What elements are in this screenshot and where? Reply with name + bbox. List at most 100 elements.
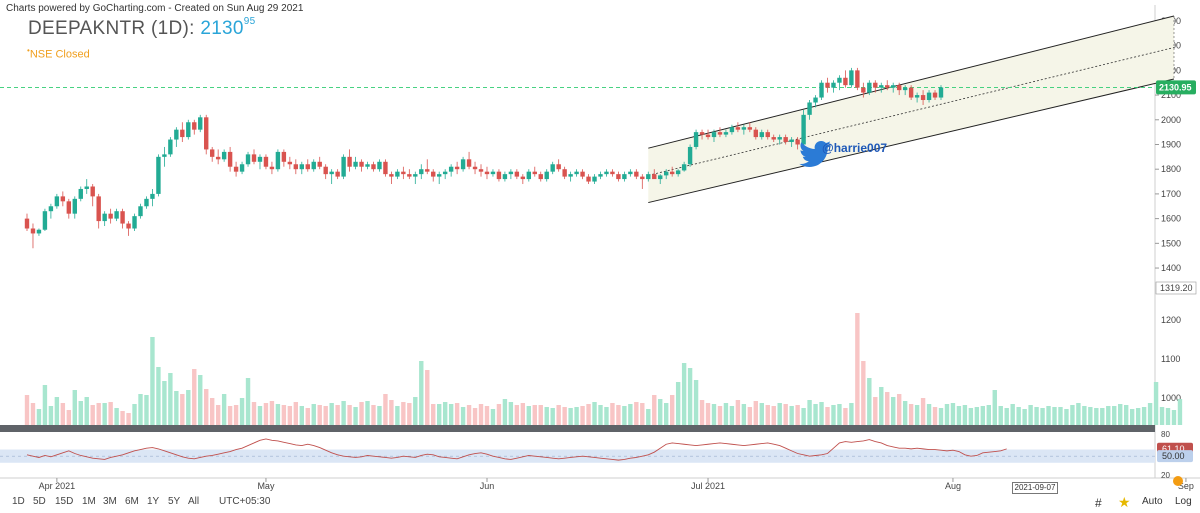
- volume-bar: [180, 394, 185, 425]
- timeframe-3m[interactable]: 3M: [103, 496, 117, 507]
- candle-body: [777, 137, 782, 140]
- candle-body: [281, 151, 287, 162]
- candle-body: [652, 174, 657, 180]
- volume-bar: [526, 406, 532, 425]
- candle-body: [490, 171, 496, 175]
- candle-body: [215, 156, 221, 160]
- candle-body: [436, 174, 442, 177]
- volume-bar: [1141, 407, 1147, 425]
- volume-bar: [1064, 409, 1069, 425]
- candle-body: [144, 198, 149, 207]
- candle-body: [699, 132, 705, 135]
- candle-body: [251, 154, 257, 162]
- candle-body: [598, 174, 603, 177]
- status-dot-icon: [1173, 476, 1183, 486]
- timeframe-15d[interactable]: 15D: [55, 496, 74, 507]
- volume-bar: [1177, 399, 1183, 425]
- volume-bar: [1153, 382, 1159, 425]
- volume-bar: [1004, 408, 1009, 425]
- candle-body: [873, 82, 878, 88]
- timezone-selector[interactable]: UTC+05:30: [219, 496, 271, 507]
- candle-body: [371, 164, 376, 170]
- volume-bar: [126, 413, 131, 425]
- time-tick-label: Sep: [1178, 481, 1194, 491]
- volume-bar: [699, 400, 705, 425]
- timeframe-6m[interactable]: 6M: [125, 496, 139, 507]
- volume-bar: [962, 405, 968, 425]
- timeframe-1y[interactable]: 1Y: [147, 496, 160, 507]
- timeframe-1m[interactable]: 1M: [82, 496, 96, 507]
- time-axis: Apr 2021 May Jun Jul 2021 Aug Sep: [39, 478, 1194, 491]
- candle-body: [640, 176, 645, 180]
- volume-bar: [980, 406, 986, 425]
- volume-bar: [383, 394, 388, 425]
- candle-body: [705, 134, 711, 138]
- timeframe-5y[interactable]: 5Y: [168, 496, 181, 507]
- volume-bar: [717, 406, 723, 425]
- price-main: 2130: [200, 18, 244, 39]
- price-tick-label: 1700: [1161, 189, 1181, 199]
- candle-body: [687, 146, 693, 165]
- candle-body: [227, 151, 233, 167]
- volume-bar: [968, 408, 974, 425]
- candle-body: [729, 127, 735, 133]
- timeframe-all[interactable]: All: [188, 496, 200, 507]
- volume-bar: [914, 405, 920, 425]
- auto-scale-button[interactable]: Auto: [1142, 496, 1163, 507]
- volume-bar: [317, 405, 322, 425]
- candle-body: [150, 193, 155, 199]
- volume-bar: [448, 404, 454, 425]
- volume-bar: [341, 401, 346, 425]
- watermark-handle: @harrie007: [822, 141, 888, 155]
- timeframe-5d[interactable]: 5D: [33, 496, 46, 507]
- candle-body: [245, 154, 251, 165]
- candle-body: [801, 114, 806, 145]
- volume-bar: [544, 407, 549, 425]
- volume-bar: [281, 405, 287, 425]
- candle-body: [484, 171, 490, 175]
- grid-icon[interactable]: #: [1095, 496, 1102, 510]
- chart-canvas[interactable]: 1400150016001700180019002000210022002300…: [0, 0, 1200, 493]
- volume-bar: [849, 403, 854, 425]
- volume-bar: [622, 406, 627, 425]
- volume-bar: [789, 406, 794, 425]
- candle-body: [120, 211, 125, 224]
- volume-bar: [1058, 407, 1063, 425]
- volume-bar: [1022, 409, 1027, 425]
- candle-body: [885, 85, 890, 88]
- watermark: [797, 138, 907, 172]
- volume-bar: [592, 402, 597, 425]
- time-tick-label: May: [257, 481, 275, 491]
- volume-bar: [454, 403, 460, 425]
- volume-bar: [1016, 407, 1021, 425]
- volume-bar: [813, 404, 818, 425]
- candle-body: [783, 137, 788, 143]
- volume-bar: [723, 403, 729, 425]
- candle-body: [586, 176, 591, 182]
- timeframe-1d[interactable]: 1D: [12, 496, 25, 507]
- candle-body: [198, 117, 203, 130]
- volume-bar: [891, 397, 896, 425]
- volume-bar: [885, 392, 890, 425]
- volume-bar: [908, 404, 914, 425]
- candle-body: [765, 132, 770, 138]
- volume-bar: [807, 400, 812, 425]
- log-scale-button[interactable]: Log: [1175, 496, 1192, 507]
- volume-bar: [484, 406, 490, 425]
- volume-bar: [873, 397, 878, 425]
- candle-body: [401, 171, 406, 175]
- candle-body: [60, 196, 66, 202]
- volume-bar: [765, 405, 770, 425]
- volume-bar: [562, 407, 567, 425]
- candle-body: [102, 213, 107, 222]
- star-icon[interactable]: ★: [1118, 494, 1131, 510]
- volume-bar: [693, 380, 699, 425]
- volume-bar: [616, 405, 621, 425]
- candle-body: [675, 170, 681, 175]
- candle-body: [329, 171, 334, 175]
- candle-body: [263, 156, 269, 167]
- candle-body: [54, 196, 60, 207]
- volume-bar: [299, 406, 304, 425]
- volume-bar: [24, 395, 30, 425]
- volume-bar: [198, 375, 203, 425]
